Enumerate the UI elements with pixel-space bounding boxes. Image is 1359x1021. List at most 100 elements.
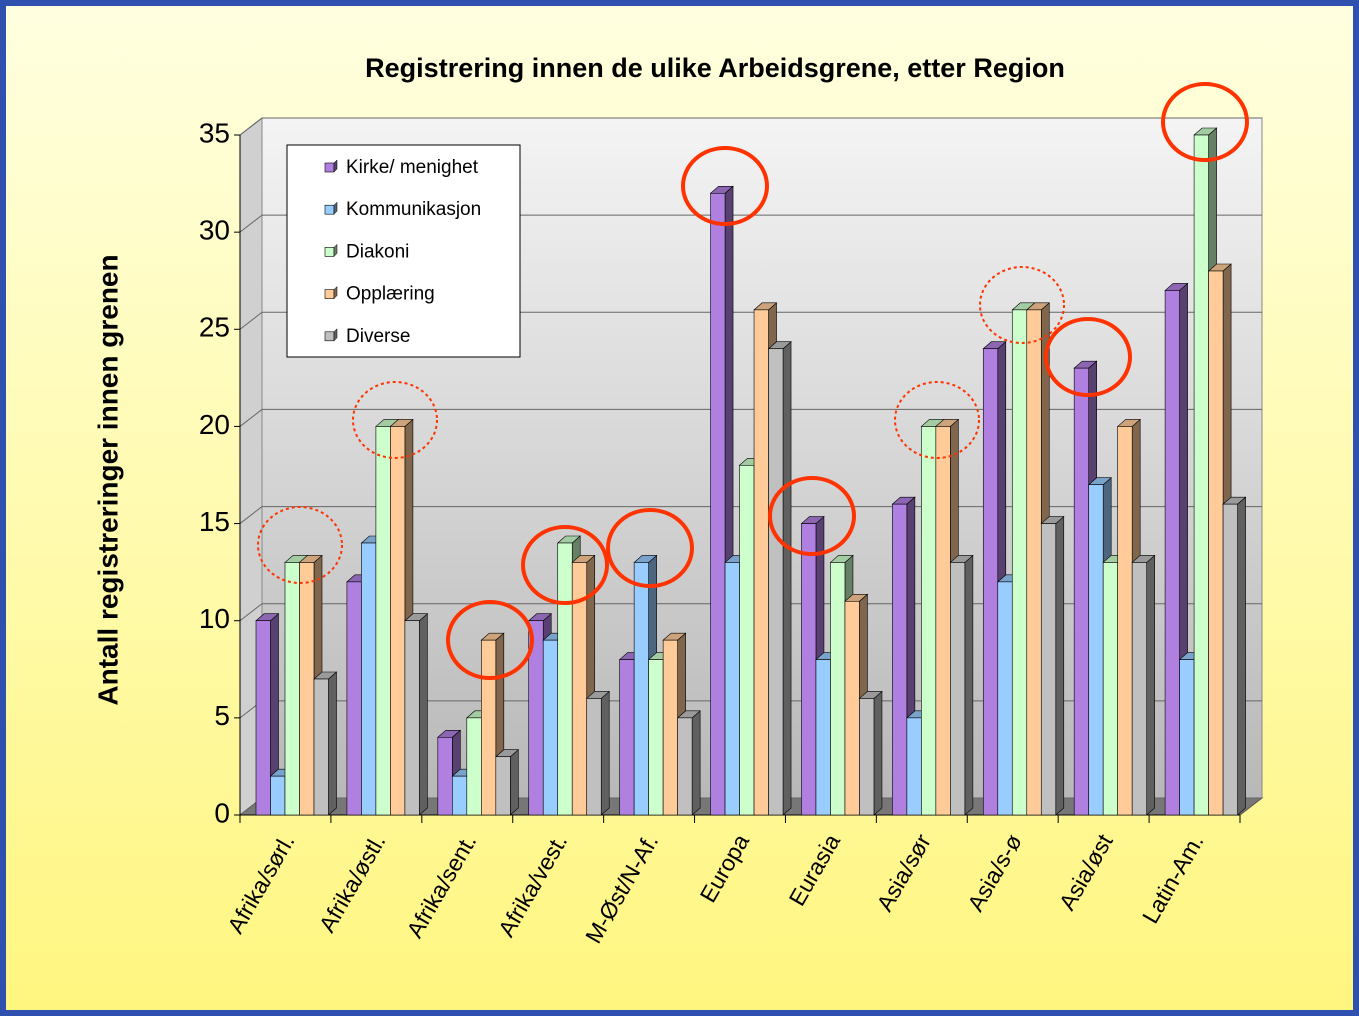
highlight-circle [521, 525, 609, 605]
bar-front [710, 192, 726, 816]
grid-line-side [239, 409, 263, 427]
highlight-circle [1161, 82, 1249, 162]
highlight-circle [768, 476, 856, 556]
legend-swatch [324, 204, 335, 215]
bar-side [782, 341, 792, 816]
legend-swatch [324, 331, 335, 342]
bar [585, 690, 611, 816]
legend: Kirke/ menighet Kommunikasjon Diakoni Opplæ… [286, 144, 521, 358]
bar [767, 341, 792, 816]
bar-front [495, 756, 511, 816]
bar-front [1193, 134, 1209, 816]
bar [1131, 554, 1156, 816]
bar-front [633, 562, 649, 816]
highlight-circle [606, 508, 694, 588]
bar-front [1164, 290, 1180, 816]
legend-swatch-side [333, 243, 338, 258]
bar-front [753, 309, 769, 816]
bar-front [921, 426, 937, 816]
legend-swatch [324, 162, 335, 173]
y-axis-label: Antall registreringer innen grenen [92, 254, 123, 705]
highlight-circle [681, 146, 769, 226]
bar-front [768, 348, 784, 816]
bar-front [1073, 367, 1089, 816]
bar-side [328, 671, 337, 816]
bar-front [481, 639, 497, 816]
bar-front [982, 348, 999, 816]
bar [495, 749, 520, 816]
bar-front [586, 698, 602, 816]
bar-front [859, 698, 875, 816]
bar-front [648, 659, 664, 816]
bar-side [691, 710, 701, 816]
legend-swatch-side [333, 285, 338, 300]
bar [949, 554, 974, 816]
legend-swatch [324, 289, 335, 299]
highlight-circle-dotted [352, 381, 438, 459]
bar-front [997, 581, 1013, 816]
y-tick-label: 30 [199, 215, 230, 246]
y-tick-label: 0 [214, 797, 230, 828]
bar-front [437, 736, 453, 816]
bar-front [1040, 523, 1057, 816]
bar-front [270, 775, 286, 816]
bar-side [1146, 554, 1155, 816]
highlight-circle [1044, 317, 1132, 397]
bar-front [1011, 309, 1028, 816]
y-tick-label: 20 [199, 409, 230, 440]
bar [1040, 515, 1065, 816]
bar [676, 710, 701, 816]
bar-front [950, 562, 966, 816]
bar-side [510, 749, 519, 816]
bar-front [313, 678, 329, 816]
bar-front [1088, 484, 1104, 816]
bar-front [801, 523, 817, 816]
bar-front [390, 426, 406, 816]
legend-swatch-side [333, 328, 338, 342]
highlight-circle-dotted [979, 266, 1065, 344]
bar-side [419, 613, 428, 816]
grid-line-side [239, 506, 263, 524]
bar-front [906, 717, 922, 816]
y-tick-label: 25 [199, 312, 230, 343]
grid-line-side [239, 603, 263, 622]
bar-front [844, 600, 860, 816]
grid-line-side [239, 311, 263, 330]
bar-front [619, 659, 635, 816]
legend-label: Kommunikasjon [346, 199, 481, 220]
bar-front [892, 503, 908, 816]
legend-label: Diverse [346, 326, 410, 347]
bar-side [600, 690, 610, 816]
bar-front [452, 775, 468, 816]
legend-label: Diakoni [346, 241, 409, 262]
bar-front [677, 717, 693, 816]
annotations [257, 82, 1249, 680]
highlight-circle [446, 600, 534, 680]
bar-front [724, 562, 740, 816]
bar-front [1131, 562, 1147, 816]
highlight-circle-dotted [894, 381, 980, 459]
bar-side [873, 690, 883, 816]
bar [1222, 496, 1247, 816]
bar-front [1117, 426, 1133, 816]
grid-line-side [239, 117, 263, 136]
bar-side [1237, 496, 1246, 816]
bar-front [739, 464, 755, 816]
legend-swatch-side [333, 159, 338, 173]
bar-front [830, 562, 846, 816]
y-tick-label: 5 [214, 700, 230, 731]
bar-front [404, 620, 420, 816]
chart-title: Registrering innen de ulike Arbeidsgrene… [365, 53, 1065, 83]
bar-front [284, 562, 300, 816]
bar-front [935, 426, 951, 816]
bar-front [662, 639, 678, 816]
bar-front [815, 659, 831, 816]
bar-front [1179, 659, 1195, 816]
bar-front [1208, 270, 1224, 816]
bar [255, 613, 280, 816]
bar-front [542, 639, 559, 816]
bar-side [1055, 515, 1065, 816]
bar-front [361, 542, 377, 816]
legend-swatch-side [333, 201, 338, 215]
